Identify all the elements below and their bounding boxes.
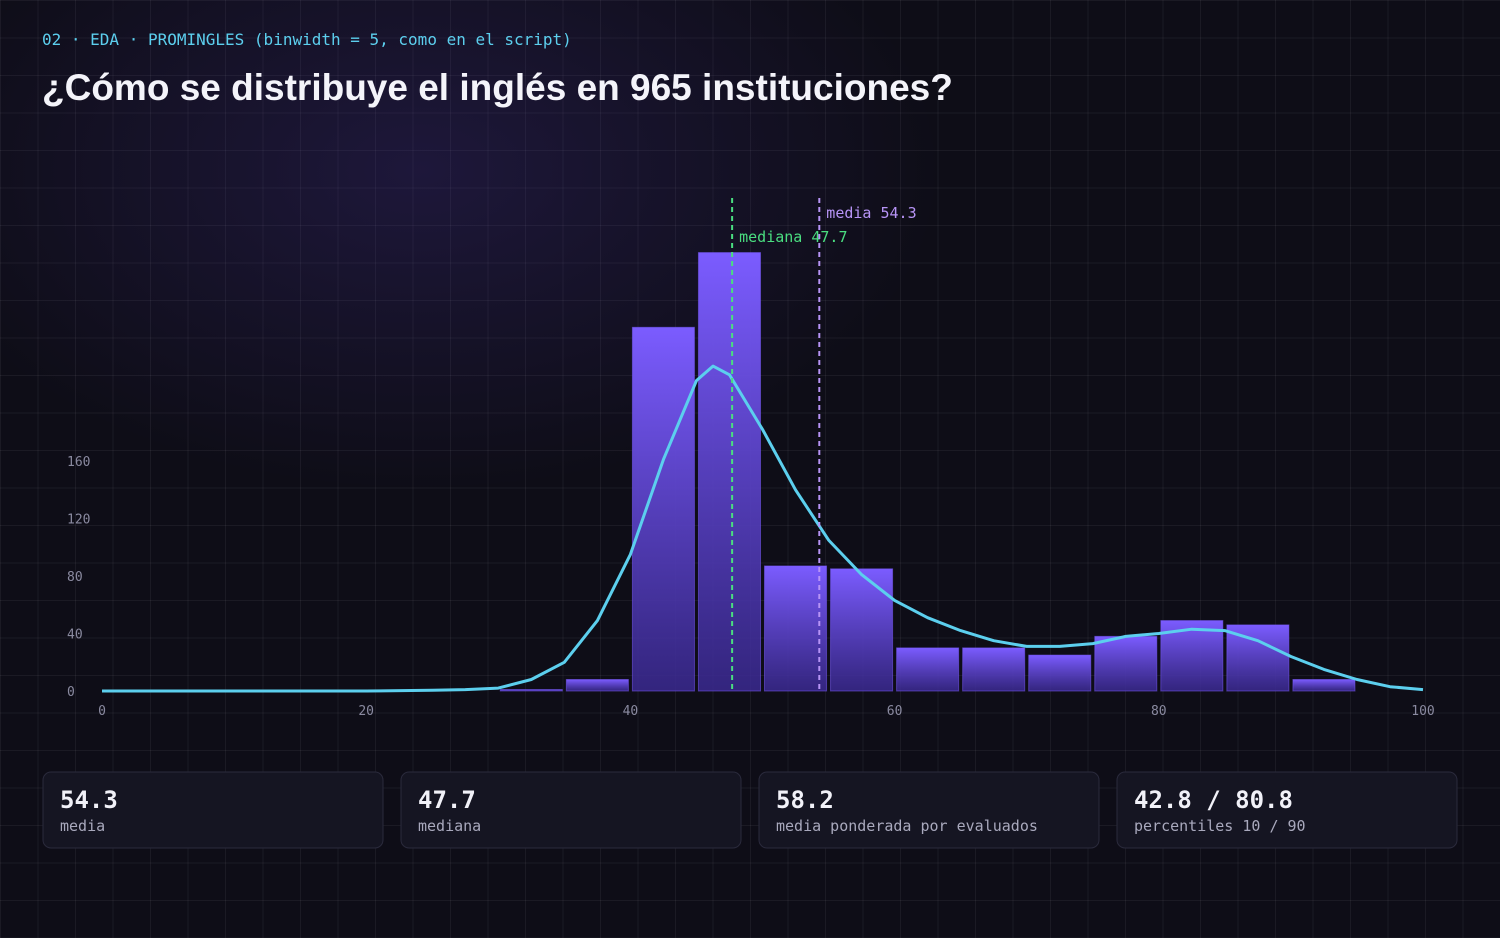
bar	[565, 679, 629, 692]
stat-card	[758, 771, 1100, 849]
bar	[896, 647, 960, 692]
y-tick-label: 0	[67, 685, 75, 700]
stat-value: 54.3	[60, 786, 118, 814]
x-tick-label: 40	[623, 704, 639, 719]
x-tick-label: 60	[887, 704, 903, 719]
stat-label: media	[60, 817, 105, 835]
stat-value: 47.7	[418, 786, 476, 814]
bar	[764, 565, 828, 692]
reference-label: mediana 47.7	[739, 228, 847, 246]
bar	[962, 647, 1026, 692]
stat-card	[42, 771, 384, 849]
x-tick-label: 0	[98, 704, 106, 719]
stat-label: percentiles 10 / 90	[1134, 817, 1306, 835]
bar	[697, 252, 762, 692]
stat-card	[1116, 771, 1458, 849]
stat-value: 42.8 / 80.8	[1134, 786, 1293, 814]
y-tick-label: 120	[67, 513, 90, 528]
bar	[499, 689, 563, 692]
y-tick-label: 160	[67, 455, 90, 470]
bar	[1094, 635, 1158, 692]
reference-label: media 54.3	[826, 204, 916, 222]
stat-card	[400, 771, 742, 849]
bar	[1292, 679, 1356, 692]
y-tick-label: 40	[67, 628, 83, 643]
bar	[631, 326, 695, 692]
stat-value: 58.2	[776, 786, 834, 814]
x-tick-label: 100	[1411, 704, 1434, 719]
page-title: ¿Cómo se distribuye el inglés en 965 ins…	[42, 67, 953, 108]
stat-label: media ponderada por evaluados	[776, 817, 1038, 835]
stat-label: mediana	[418, 817, 481, 835]
x-tick-label: 20	[358, 704, 374, 719]
stat-cards: 54.3 media 47.7 mediana 58.2 media ponde…	[42, 771, 1458, 849]
bar	[1028, 654, 1092, 692]
y-tick-label: 80	[67, 570, 83, 585]
x-tick-label: 80	[1151, 704, 1167, 719]
kicker: 02 · EDA · PROMINGLES (binwidth = 5, com…	[42, 30, 572, 49]
density-curve	[102, 364, 1424, 693]
bar	[830, 568, 894, 692]
